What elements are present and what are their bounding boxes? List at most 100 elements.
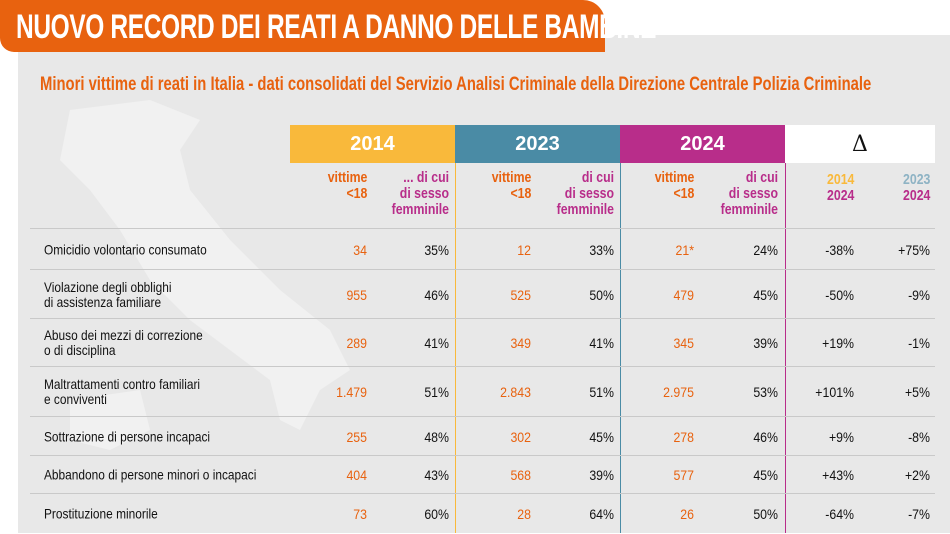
table-row: Prostituzione minorile 73 60% 28 64% 26 50% -64… <box>30 493 935 534</box>
row-label-line: Abuso dei mezzi di correzione <box>44 327 203 343</box>
cell-f2023: 64% <box>589 506 614 522</box>
row-label-line: o di disciplina <box>44 342 116 358</box>
cell-v2014: 1.479 <box>336 384 367 400</box>
cell-d23_24: -9% <box>908 286 930 303</box>
cell-v2023: 2.843 <box>500 384 531 400</box>
subheader-victims-2024-line: vittime <box>654 169 694 186</box>
cell-v2014: 404 <box>346 467 367 483</box>
cell-v2024: 278 <box>673 428 694 445</box>
cell-f2024: 46% <box>753 428 778 445</box>
cell-f2024: 39% <box>753 335 778 351</box>
row-label: Violazione degli obblighi di assistenza f… <box>44 279 171 310</box>
subheader-female-2014-line: ... di cui <box>403 169 449 186</box>
subheader-female-2014: ... di cui di sesso femminile <box>392 170 449 218</box>
cell-v2023: 525 <box>510 286 531 303</box>
cell-d14_24: +101% <box>815 384 854 400</box>
row-label: Abbandono di persone minori o incapaci <box>44 466 257 483</box>
cell-f2024: 24% <box>753 241 778 258</box>
cell-v2023: 12 <box>517 241 531 258</box>
subheader-female-2023-line: di sesso <box>564 185 614 202</box>
cell-d23_24: +5% <box>904 384 930 400</box>
cell-v2024: 479 <box>673 286 694 303</box>
cell-v2014: 289 <box>346 335 367 351</box>
table-row: Omicidio volontario consumato 34 35% 12 33% 2… <box>30 228 935 270</box>
row-label: Omicidio volontario consumato <box>44 242 207 257</box>
cell-f2014: 43% <box>424 467 449 483</box>
cell-d14_24: +19% <box>822 335 854 351</box>
cell-d23_24: +75% <box>898 241 930 258</box>
cell-v2024: 26 <box>680 506 694 522</box>
subheader-delta-2023-2024-line: 2023 <box>902 171 930 188</box>
cell-f2014: 48% <box>424 428 449 445</box>
subheader-victims-2023: vittime <18 <box>491 170 531 202</box>
header-delta: Δ <box>785 125 935 163</box>
table-row: Maltrattamenti contro familiari e convive… <box>30 366 935 417</box>
row-label: Abuso dei mezzi di correzione o di discip… <box>44 328 203 358</box>
cell-d14_24: -50% <box>825 286 854 303</box>
subheader-delta-2023-2024: 2023 2024 <box>903 172 930 204</box>
cell-f2023: 33% <box>589 241 614 258</box>
row-label: Prostituzione minorile <box>44 505 158 522</box>
header-2023: 2023 <box>455 125 620 163</box>
cell-v2023: 568 <box>510 467 531 483</box>
cell-f2024: 45% <box>753 467 778 483</box>
cell-f2023: 45% <box>589 428 614 445</box>
subheader-victims-2024-line: <18 <box>673 185 694 202</box>
subheader-female-2014-line: femminile <box>391 201 449 218</box>
subheader-victims-2023-line: vittime <box>491 169 531 186</box>
cell-v2014: 34 <box>353 241 367 258</box>
header-2014: 2014 <box>290 125 455 163</box>
subheader-delta-2014-2024-line: 2014 <box>826 171 854 188</box>
divider-2014 <box>455 163 456 533</box>
divider-2024 <box>785 163 786 533</box>
row-label-line: Maltrattamenti contro familiari <box>44 376 201 392</box>
cell-f2023: 39% <box>589 467 614 483</box>
table-row: Abbandono di persone minori o incapaci 40… <box>30 455 935 494</box>
cell-v2024: 345 <box>673 335 694 351</box>
title-banner: NUOVO RECORD DEI REATI A DANNO DELLE BAM… <box>0 0 657 52</box>
divider-2023 <box>620 163 621 533</box>
subheader-female-2024-line: di cui <box>745 169 778 186</box>
row-label-line: Sottrazione di persone incapaci <box>44 428 211 444</box>
table-row: Abuso dei mezzi di correzione o di discip… <box>30 318 935 367</box>
cell-d23_24: -1% <box>908 335 930 351</box>
cell-d14_24: -38% <box>825 241 854 258</box>
subheader-victims-2014-line: vittime <box>327 169 367 186</box>
subheader-delta-2014-2024-line: 2024 <box>826 187 854 204</box>
cell-d23_24: +2% <box>904 467 930 483</box>
cell-f2023: 41% <box>589 335 614 351</box>
subtitle: Minori vittime di reati in Italia - dati… <box>40 74 872 95</box>
subheader-victims-2023-line: <18 <box>510 185 531 202</box>
cell-d23_24: -8% <box>908 428 930 445</box>
table-row: Violazione degli obblighi di assistenza f… <box>30 269 935 319</box>
cell-v2014: 73 <box>353 506 367 522</box>
subheader-female-2023: di cui di sesso femminile <box>557 170 614 218</box>
subheader-female-2024: di cui di sesso femminile <box>721 170 778 218</box>
subheader-victims-2014: vittime <18 <box>327 170 367 202</box>
cell-f2023: 51% <box>589 384 614 400</box>
cell-v2023: 28 <box>517 506 531 522</box>
cell-f2014: 46% <box>424 286 449 303</box>
cell-v2024: 2.975 <box>663 384 694 400</box>
row-label-line: Omicidio volontario consumato <box>44 241 207 257</box>
italy-map-silhouette <box>60 100 350 450</box>
subheader-female-2014-line: di sesso <box>399 185 449 202</box>
subheader-female-2023-line: femminile <box>556 201 614 218</box>
cell-f2024: 50% <box>753 506 778 522</box>
cell-f2014: 41% <box>424 335 449 351</box>
row-label-line: e conviventi <box>44 391 107 407</box>
row-label-line: Prostituzione minorile <box>44 505 158 522</box>
subheader-delta-2014-2024: 2014 2024 <box>827 172 854 204</box>
cell-d14_24: +9% <box>828 428 854 445</box>
row-label-line: Abbandono di persone minori o incapaci <box>44 466 257 483</box>
cell-f2014: 35% <box>424 241 449 258</box>
row-label: Sottrazione di persone incapaci <box>44 429 210 444</box>
subheader-delta-2023-2024-line: 2024 <box>902 187 930 204</box>
row-label: Maltrattamenti contro familiari e convive… <box>44 377 200 407</box>
cell-f2024: 53% <box>753 384 778 400</box>
cell-f2024: 45% <box>753 286 778 303</box>
subheader-victims-2024: vittime <18 <box>654 170 694 202</box>
cell-f2023: 50% <box>589 286 614 303</box>
cell-v2023: 349 <box>510 335 531 351</box>
row-label-line: di assistenza familiare <box>44 293 162 310</box>
